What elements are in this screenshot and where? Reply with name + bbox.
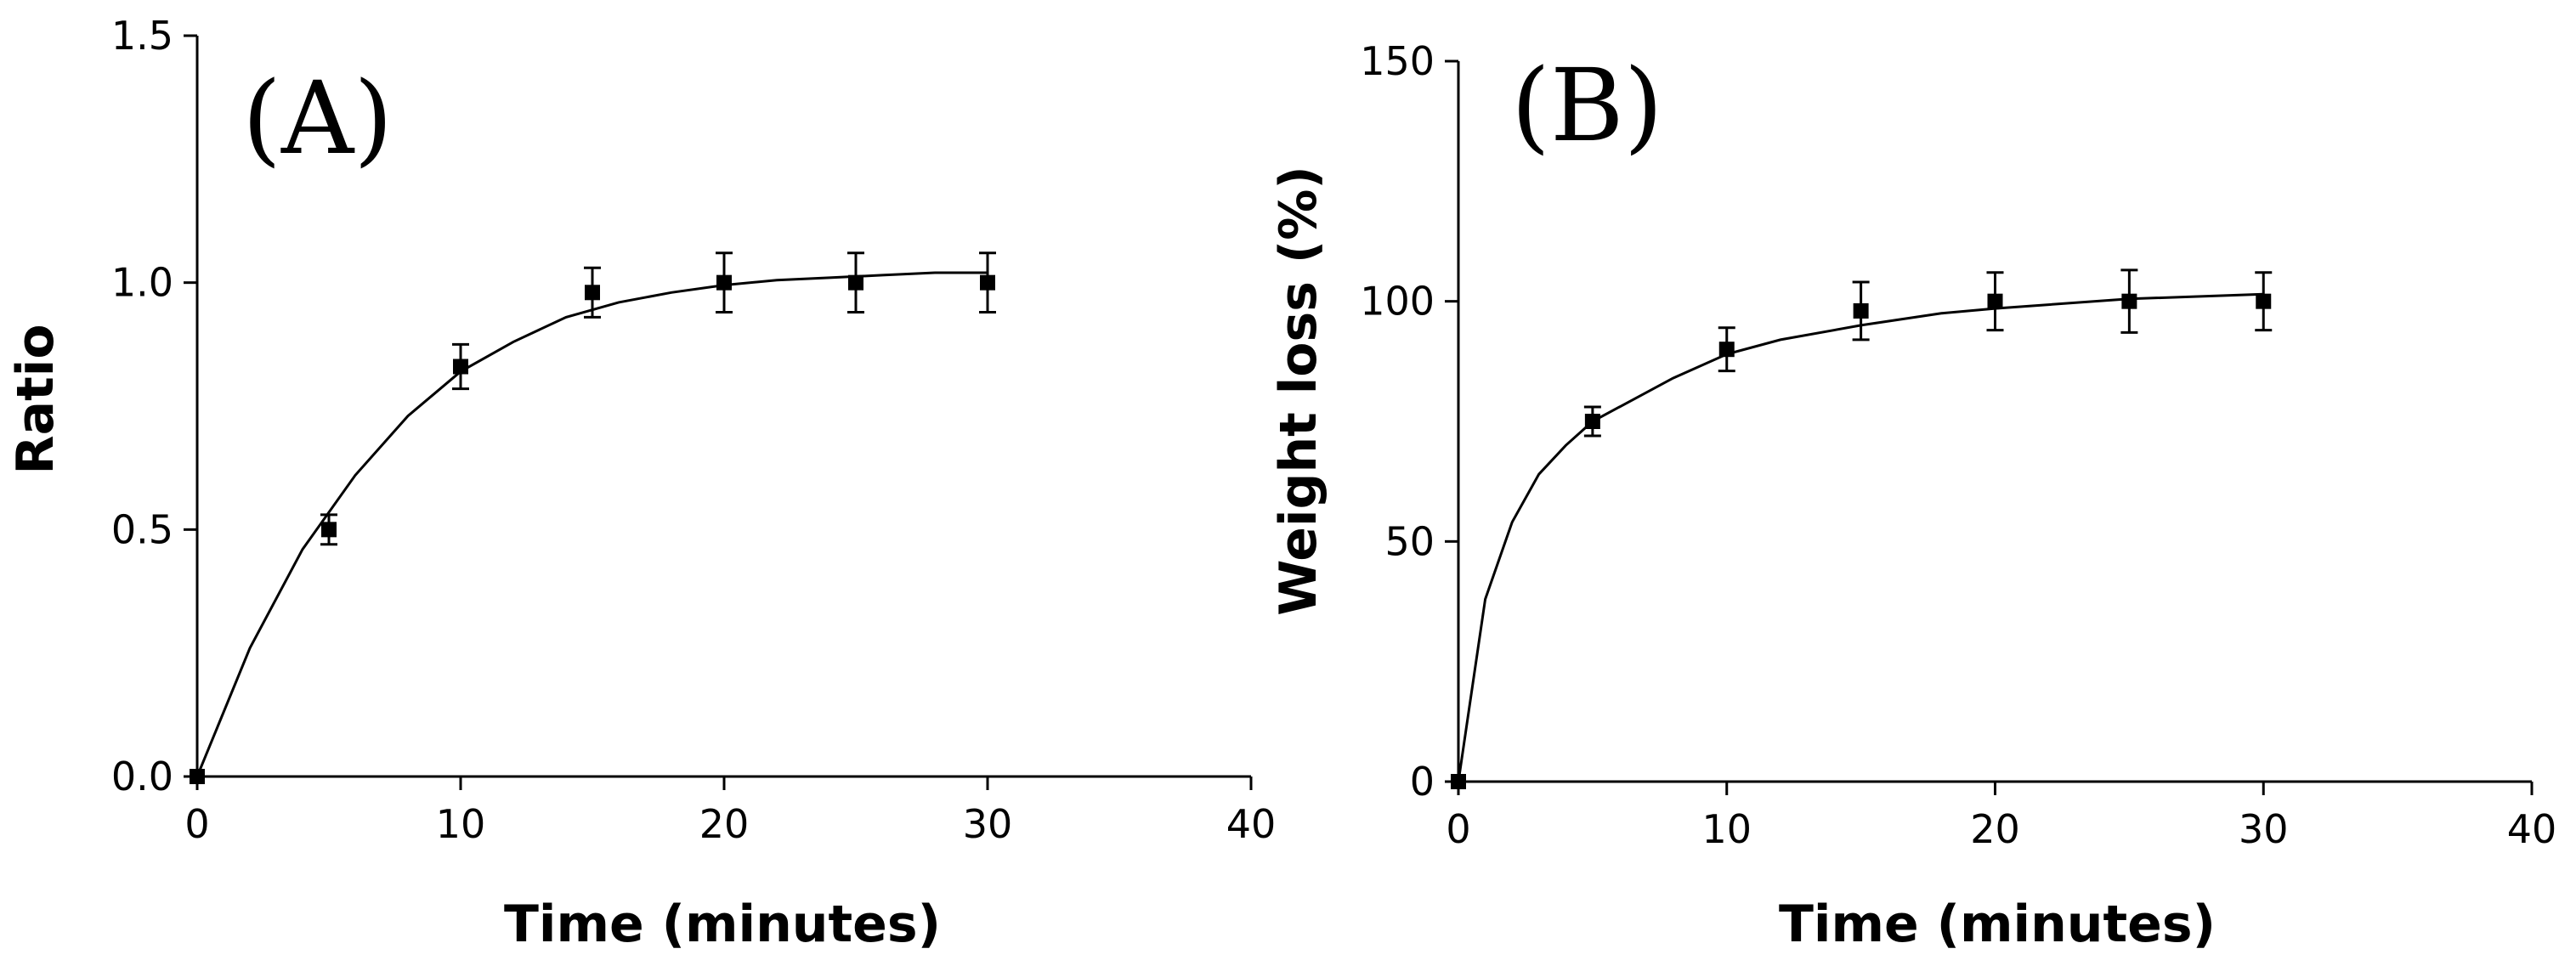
panel-a-x-tick-label: 30 xyxy=(963,801,1013,847)
panel-b-ticks: 0 10 20 30 40 0 50 100 150 xyxy=(1360,38,2556,852)
panel-a-y-tick-label: 1.5 xyxy=(111,13,173,59)
panel-b-x-tick-label: 20 xyxy=(1970,806,2020,852)
panel-a-chart: (A) Ratio Time (minutes) 0 10 20 30 40 0.0 0.5… xyxy=(6,13,1276,954)
panel-a-x-tick-label: 0 xyxy=(184,801,209,847)
panel-a-plot-area xyxy=(190,251,996,784)
panel-b-x-tick-label: 10 xyxy=(1701,806,1752,852)
panel-b-data-point xyxy=(1451,774,1466,789)
panel-a-y-tick-label: 0.5 xyxy=(111,506,173,552)
panel-a-data-point xyxy=(716,274,732,291)
panel-a-x-tick-label: 40 xyxy=(1226,801,1277,847)
panel-b-x-tick-label: 30 xyxy=(2239,806,2289,852)
panel-b-label: (B) xyxy=(1511,47,1663,164)
panel-b-data-point xyxy=(1987,293,2003,309)
panel-b-data-point xyxy=(1718,342,1735,358)
panel-a-data-point xyxy=(585,285,600,301)
panel-b-x-tick-label: 40 xyxy=(2507,806,2557,852)
panel-b-y-tick-label: 100 xyxy=(1360,279,1435,325)
panel-a-data-point xyxy=(321,522,337,538)
panel-b-chart: (B) Weight loss (%) Time (minutes) 0 10 20… xyxy=(1269,38,2556,954)
panel-b-data-point xyxy=(1853,302,1869,319)
panel-a-y-tick-label: 0.0 xyxy=(111,754,173,799)
panel-a-xlabel: Time (minutes) xyxy=(504,895,941,954)
panel-b-axes xyxy=(1457,61,2532,783)
panel-a-data-point xyxy=(453,359,468,375)
panel-a-ylabel: Ratio xyxy=(6,324,65,474)
panel-b-data-point xyxy=(1584,414,1600,429)
panel-b-fit-curve xyxy=(1457,292,2264,782)
panel-b-x-tick-label: 0 xyxy=(1446,806,1470,852)
panel-b-y-tick-label: 50 xyxy=(1384,518,1435,564)
panel-b-data-point xyxy=(2121,293,2137,309)
panel-b-y-tick-label: 0 xyxy=(1410,759,1435,805)
panel-b-ylabel: Weight loss (%) xyxy=(1269,166,1328,616)
panel-a-fit-curve xyxy=(195,271,988,777)
panel-a-label: (A) xyxy=(242,59,393,177)
panel-b-data-point xyxy=(2256,293,2272,309)
panel-b-plot-area xyxy=(1451,268,2273,789)
panel-a-data-point xyxy=(190,769,205,784)
panel-a-x-tick-label: 10 xyxy=(436,801,486,847)
panel-a-y-tick-label: 1.0 xyxy=(111,260,173,306)
panel-a-data-point xyxy=(848,274,863,291)
panel-b-y-tick-label: 150 xyxy=(1360,38,1435,84)
panel-a-x-tick-label: 20 xyxy=(699,801,750,847)
panel-b-xlabel: Time (minutes) xyxy=(1779,895,2216,954)
panel-a-data-point xyxy=(980,274,995,291)
